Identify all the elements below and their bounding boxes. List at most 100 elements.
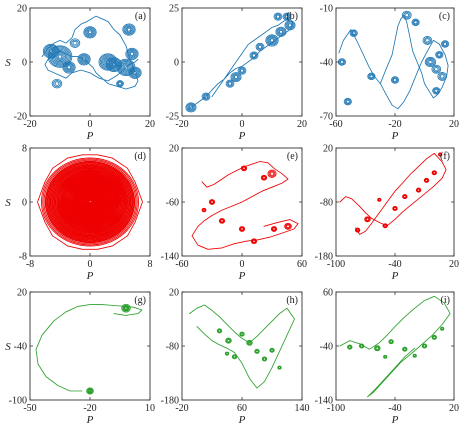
attractor-loop bbox=[349, 29, 358, 37]
attractor-loop bbox=[86, 387, 94, 395]
attractor-loop bbox=[393, 207, 397, 210]
y-tick-label: -60 bbox=[166, 198, 179, 209]
attractor-loop bbox=[369, 74, 374, 79]
attractor-loop bbox=[402, 194, 407, 199]
attractor-loop bbox=[402, 347, 407, 352]
attractor-loop bbox=[71, 39, 79, 47]
attractor-loop bbox=[126, 48, 138, 59]
panel-i: -100 -40 20 60 -40 -140 P (i) bbox=[315, 288, 459, 427]
attractor-loop bbox=[64, 63, 74, 72]
attractor-loop bbox=[46, 47, 56, 56]
attractor-loop bbox=[50, 165, 130, 239]
attractor-loop bbox=[425, 38, 430, 43]
attractor-loop bbox=[226, 338, 231, 343]
attractor-loop bbox=[72, 185, 108, 219]
attractor-loop bbox=[374, 345, 381, 352]
attractor-loop bbox=[62, 61, 76, 74]
attractor-loop bbox=[74, 187, 106, 217]
attractor-loop bbox=[276, 27, 286, 36]
attractor-loop bbox=[238, 67, 246, 74]
attractor-loop bbox=[256, 43, 264, 50]
attractor-loop bbox=[120, 62, 132, 73]
panel-label: (a) bbox=[135, 11, 146, 22]
plot-frame bbox=[181, 291, 303, 401]
attractor-loop bbox=[130, 68, 140, 77]
panel-label: (g) bbox=[134, 295, 146, 306]
attractor-loop bbox=[260, 174, 268, 181]
attractor-loop bbox=[255, 349, 259, 353]
attractor-loop bbox=[232, 74, 240, 81]
attractor-loop bbox=[431, 170, 437, 176]
attractor-loop bbox=[425, 57, 435, 67]
attractor-loop bbox=[117, 80, 123, 87]
x-tick-label: 60 bbox=[297, 259, 307, 270]
x-tick-label: -20 bbox=[23, 119, 36, 130]
attractor-loop bbox=[416, 188, 421, 193]
trajectory-group bbox=[35, 303, 143, 395]
attractor-loop bbox=[232, 354, 237, 359]
attractor-loop bbox=[85, 28, 95, 37]
attractor-loop bbox=[267, 169, 277, 178]
attractor-loop bbox=[403, 195, 407, 199]
attractor-loop bbox=[239, 226, 245, 232]
attractor-loop bbox=[413, 354, 417, 357]
x-tick-label: -60 bbox=[175, 259, 188, 270]
attractor-loop bbox=[240, 227, 244, 231]
attractor-loop bbox=[427, 58, 434, 66]
x-tick-label: 0 bbox=[240, 119, 245, 130]
trajectory-line bbox=[37, 154, 143, 250]
panel-label: (f) bbox=[440, 151, 450, 162]
x-axis-label: P bbox=[238, 414, 246, 426]
panel-label: (b) bbox=[286, 11, 298, 22]
attractor-loop bbox=[123, 24, 135, 35]
attractor-loop bbox=[41, 157, 139, 247]
attractor-loop bbox=[422, 35, 433, 45]
attractor-loop bbox=[64, 177, 116, 224]
y-tick-label: 60 bbox=[323, 288, 333, 299]
attractor-loop bbox=[124, 306, 128, 310]
attractor-loop bbox=[368, 73, 375, 80]
trajectory-group bbox=[189, 304, 295, 389]
attractor-loop bbox=[79, 55, 89, 64]
panel-label: (e) bbox=[287, 151, 298, 162]
attractor-loop bbox=[351, 31, 356, 36]
attractor-loop bbox=[443, 42, 448, 46]
attractor-loop bbox=[261, 356, 268, 362]
attractor-loop bbox=[132, 70, 138, 75]
x-tick-label: 20 bbox=[297, 119, 307, 130]
attractor-loop bbox=[54, 81, 60, 86]
attractor-loop bbox=[81, 57, 87, 62]
attractor-loop bbox=[413, 20, 418, 25]
attractor-loop bbox=[231, 354, 238, 360]
attractor-loop bbox=[360, 344, 364, 348]
attractor-loop bbox=[431, 64, 442, 74]
x-tick-label: -20 bbox=[175, 403, 188, 414]
x-tick-label: 20 bbox=[145, 119, 155, 130]
attractor-loop bbox=[435, 51, 444, 59]
plot-frame bbox=[181, 7, 303, 117]
attractor-loop bbox=[272, 227, 276, 231]
attractor-loop bbox=[241, 166, 247, 171]
attractor-loop bbox=[382, 223, 388, 229]
attractor-loop bbox=[202, 93, 210, 100]
attractor-loop bbox=[428, 60, 433, 64]
attractor-loop bbox=[339, 60, 344, 64]
trajectory-group bbox=[339, 152, 447, 235]
attractor-loop bbox=[62, 175, 118, 227]
attractor-loop bbox=[87, 30, 93, 35]
panel-label: (h) bbox=[286, 295, 298, 306]
attractor-loop bbox=[249, 51, 259, 60]
attractor-loop bbox=[247, 341, 252, 345]
x-axis-label: P bbox=[238, 130, 246, 142]
attractor-loop bbox=[432, 170, 437, 175]
attractor-loop bbox=[233, 75, 239, 80]
attractor-loop bbox=[87, 199, 93, 205]
x-tick-label: 140 bbox=[295, 403, 310, 414]
x-tick-label: 60 bbox=[237, 403, 247, 414]
attractor-loop bbox=[355, 228, 360, 233]
attractor-loop bbox=[374, 345, 380, 351]
attractor-loop bbox=[126, 27, 132, 32]
attractor-loop bbox=[44, 44, 58, 58]
panel-d: -8 0 8 8 0 -8 P S (d) bbox=[5, 144, 152, 283]
attractor-loop bbox=[261, 175, 267, 180]
